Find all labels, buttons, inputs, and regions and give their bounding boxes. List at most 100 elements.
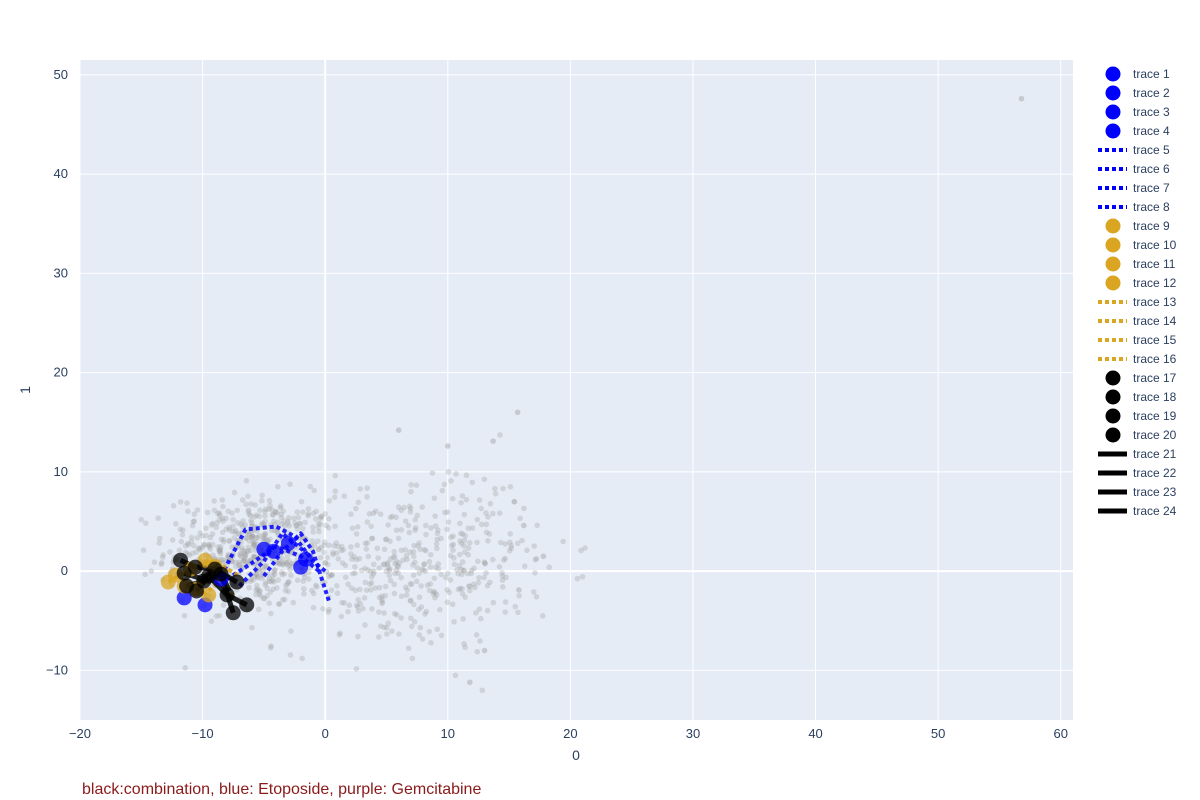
background-point [387,514,394,521]
background-point [148,568,155,574]
background-point [322,560,329,566]
background-point [408,581,415,588]
background-point [223,515,229,522]
background-point [262,530,269,537]
background-point [468,570,475,577]
background-point [369,535,376,542]
grid [79,60,1073,720]
background-point [287,652,294,658]
background-point [262,532,269,538]
background-point [250,577,257,583]
legend-item[interactable]: trace 14 [1098,314,1177,328]
background-point [216,612,223,619]
background-point [393,527,400,533]
background-point [396,560,403,566]
background-point [259,497,265,504]
background-point [377,511,384,517]
legend-item[interactable]: trace 4 [1105,123,1171,139]
legend-item[interactable]: trace 24 [1098,504,1177,518]
background-point [260,535,267,541]
legend-item[interactable]: trace 13 [1098,295,1177,309]
background-point [328,587,335,593]
background-point [156,540,163,546]
legend-item[interactable]: trace 15 [1098,333,1177,347]
legend-item[interactable]: trace 1 [1105,66,1171,82]
background-point [416,632,423,638]
background-point [540,553,547,560]
background-point [449,601,456,608]
series-point-trace-19 [188,583,204,599]
background-point [232,559,239,565]
background-point [226,524,232,531]
legend-label: trace 24 [1133,504,1177,518]
background-point [395,563,402,570]
background-point [276,601,282,607]
background-point [485,538,491,544]
legend-item[interactable]: trace 2 [1105,85,1171,101]
background-point [318,513,325,519]
background-point [530,589,537,595]
legend-item[interactable]: trace 5 [1098,143,1170,157]
background-point [251,513,258,520]
background-point [142,571,148,578]
background-point [478,521,485,528]
background-point [256,566,263,572]
legend-label: trace 3 [1133,105,1170,119]
background-point [251,542,258,549]
background-point [532,570,538,576]
background-point [375,555,381,561]
background-point [416,594,423,600]
background-point [483,529,490,536]
legend-item[interactable]: trace 19 [1105,408,1177,424]
background-point [217,546,224,552]
legend-item[interactable]: trace 17 [1105,370,1177,386]
legend-item[interactable]: trace 20 [1105,427,1177,443]
legend-item[interactable]: trace 18 [1105,389,1177,405]
background-point [246,511,252,518]
legend-item[interactable]: trace 21 [1098,447,1177,461]
background-point [501,557,507,563]
background-point [355,608,362,614]
background-point [369,606,375,612]
background-point [416,570,423,576]
legend-item[interactable]: trace 8 [1098,200,1170,214]
legend-item[interactable]: trace 11 [1105,256,1176,272]
legend-item[interactable]: trace 6 [1098,162,1170,176]
background-point [294,577,301,584]
background-point [248,576,254,583]
background-point [521,505,527,512]
background-point [206,541,212,548]
legend-item[interactable]: trace 16 [1098,352,1177,366]
background-point [482,560,488,567]
background-point [379,596,385,603]
background-point [256,588,263,594]
background-point [249,519,255,526]
background-point [181,612,188,619]
background-point [403,552,410,559]
background-point [285,518,291,525]
background-point [297,520,303,527]
legend-item[interactable]: trace 9 [1105,218,1171,234]
legend-item[interactable]: trace 3 [1105,104,1171,120]
background-point [272,521,278,528]
background-point [508,542,515,549]
background-point [348,544,354,550]
series-point-trace-17 [173,552,189,568]
background-point [252,538,258,545]
series-point-trace-12 [201,587,217,603]
background-point [293,522,300,529]
background-point [261,595,268,602]
background-point [253,571,260,578]
legend-item[interactable]: trace 12 [1105,275,1177,291]
background-point [295,514,302,521]
background-point [461,640,467,647]
background-point [284,553,291,560]
legend-item[interactable]: trace 23 [1098,485,1177,499]
legend-item[interactable]: trace 10 [1105,237,1177,253]
legend-item[interactable]: trace 22 [1098,466,1177,480]
background-point [475,558,481,565]
background-point [387,538,393,544]
legend-item[interactable]: trace 7 [1098,181,1170,195]
background-point [324,554,331,561]
background-point [357,486,364,492]
